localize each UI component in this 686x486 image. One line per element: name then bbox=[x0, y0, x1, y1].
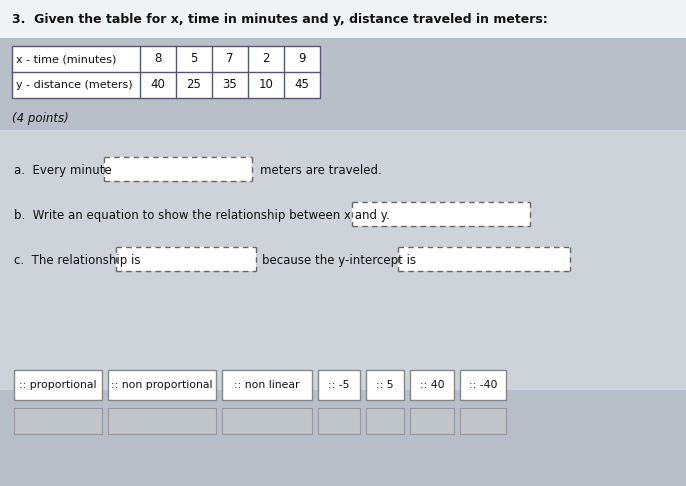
Bar bbox=[398, 247, 570, 271]
Text: meters are traveled.: meters are traveled. bbox=[260, 163, 381, 176]
Bar bbox=[0, 0, 686, 38]
Bar bbox=[0, 130, 686, 390]
Text: 25: 25 bbox=[187, 79, 202, 91]
Text: 8: 8 bbox=[154, 52, 162, 66]
Text: 40: 40 bbox=[150, 79, 165, 91]
Text: a.  Every minute: a. Every minute bbox=[14, 163, 112, 176]
Text: 45: 45 bbox=[294, 79, 309, 91]
Text: x - time (minutes): x - time (minutes) bbox=[16, 54, 117, 64]
Text: c.  The relationship is: c. The relationship is bbox=[14, 254, 141, 266]
Bar bbox=[14, 370, 102, 400]
Bar bbox=[318, 370, 360, 400]
Bar bbox=[410, 408, 454, 434]
Text: :: 5: :: 5 bbox=[376, 380, 394, 390]
Bar bbox=[318, 408, 360, 434]
Text: 5: 5 bbox=[190, 52, 198, 66]
Text: :: 40: :: 40 bbox=[420, 380, 445, 390]
Text: :: -40: :: -40 bbox=[469, 380, 497, 390]
Bar bbox=[108, 370, 216, 400]
Bar bbox=[410, 370, 454, 400]
Bar bbox=[352, 202, 530, 226]
Bar bbox=[460, 408, 506, 434]
Text: :: non linear: :: non linear bbox=[234, 380, 300, 390]
Text: b.  Write an equation to show the relationship between x and y.: b. Write an equation to show the relatio… bbox=[14, 208, 390, 222]
Text: :: proportional: :: proportional bbox=[19, 380, 97, 390]
Bar bbox=[222, 408, 312, 434]
Bar bbox=[460, 370, 506, 400]
Bar bbox=[108, 408, 216, 434]
Text: 2: 2 bbox=[262, 52, 270, 66]
Bar bbox=[116, 247, 256, 271]
Text: (4 points): (4 points) bbox=[12, 111, 69, 124]
Text: :: -5: :: -5 bbox=[328, 380, 350, 390]
Bar bbox=[366, 408, 404, 434]
Bar bbox=[12, 46, 320, 98]
Bar bbox=[104, 157, 252, 181]
Bar bbox=[366, 370, 404, 400]
Text: 7: 7 bbox=[226, 52, 234, 66]
Text: y - distance (meters): y - distance (meters) bbox=[16, 80, 132, 90]
Bar bbox=[14, 408, 102, 434]
Text: because the y-intercept is: because the y-intercept is bbox=[262, 254, 416, 266]
Bar bbox=[222, 370, 312, 400]
Text: 9: 9 bbox=[298, 52, 306, 66]
Text: 3.  Given the table for x, time in minutes and y, distance traveled in meters:: 3. Given the table for x, time in minute… bbox=[12, 13, 547, 25]
Text: 10: 10 bbox=[259, 79, 274, 91]
Text: :: non proportional: :: non proportional bbox=[111, 380, 213, 390]
Text: 35: 35 bbox=[223, 79, 237, 91]
